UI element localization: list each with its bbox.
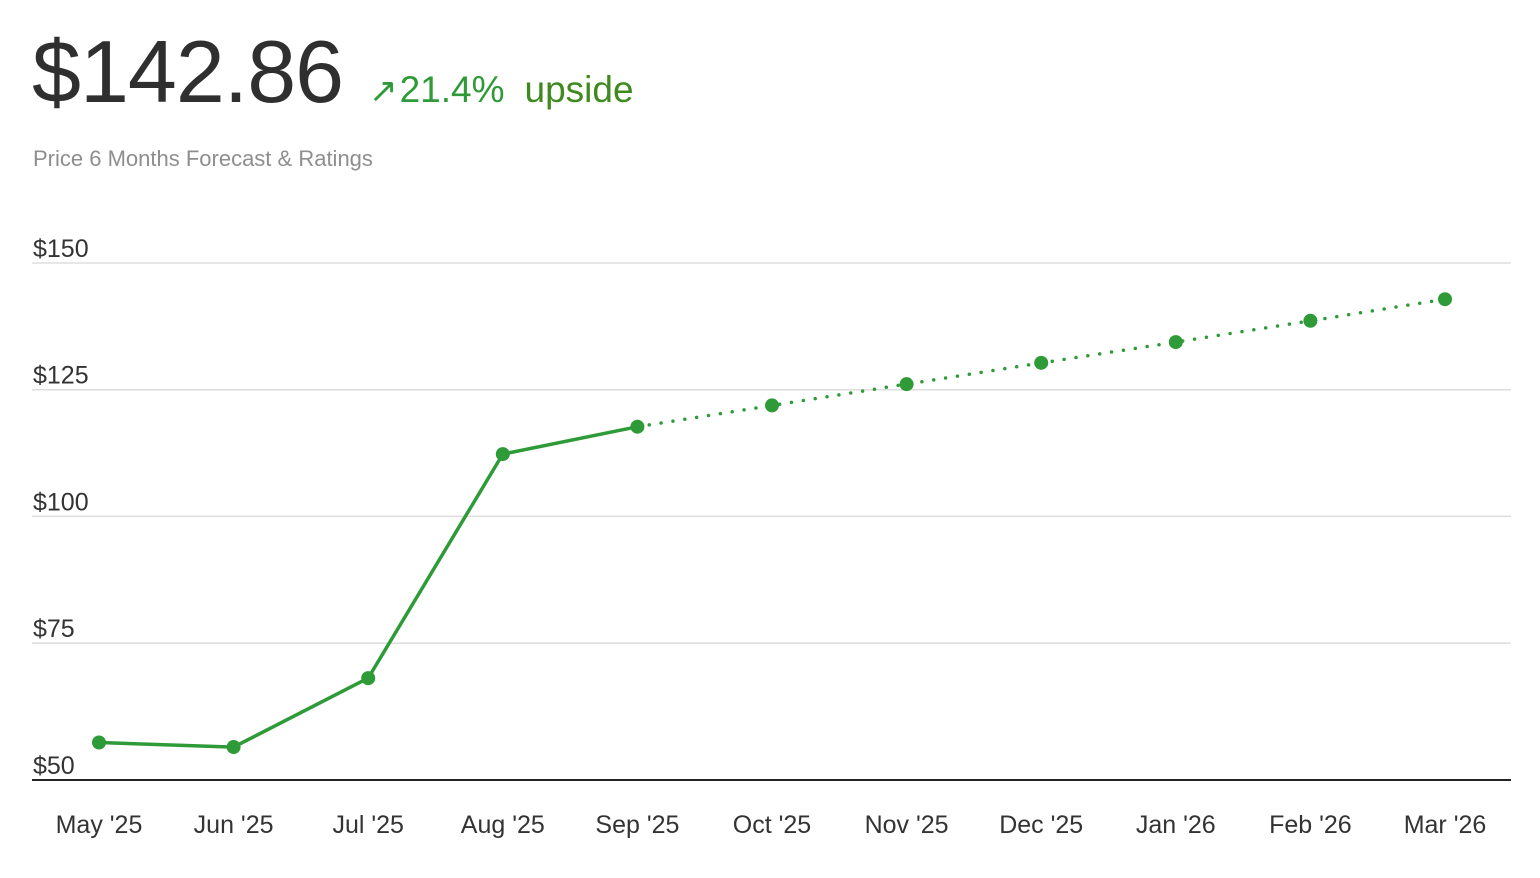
price-point-0 <box>92 735 106 750</box>
x-axis-labels: May '25 Jun '25 Jul '25 Aug '25 Sep '25 Oct '… <box>56 811 1487 839</box>
current-price-target: $142.86 <box>32 22 344 121</box>
grid-lines <box>32 262 1511 781</box>
price-point-4 <box>630 419 645 434</box>
arrow-up-right-icon: ↗ <box>369 72 398 110</box>
series-lines <box>97 297 1447 749</box>
price-point-2 <box>361 671 376 686</box>
x-tick-label: May '25 <box>56 811 143 839</box>
x-tick-label: Nov '25 <box>865 811 949 839</box>
forecast-point-7 <box>1034 355 1049 370</box>
x-tick-label: Aug '25 <box>461 811 545 839</box>
forecast-point-6 <box>899 377 914 392</box>
change-percent: 21.4% <box>399 69 505 110</box>
forecast-point-10 <box>1438 292 1452 307</box>
price-point-3 <box>495 447 510 462</box>
price-header: $142.86 ↗ 21.4% upside <box>32 28 634 116</box>
x-tick-label: Jun '25 <box>194 811 274 839</box>
forecast-point-5 <box>765 398 779 413</box>
x-tick-label: Dec '25 <box>999 811 1083 839</box>
y-tick-label: $100 <box>33 488 89 516</box>
chart-subtitle: Price 6 Months Forecast & Ratings <box>33 146 373 171</box>
price-point-1 <box>226 740 241 755</box>
y-tick-label: $125 <box>33 362 89 390</box>
x-tick-label: Mar '26 <box>1404 811 1487 839</box>
change-direction: upside <box>524 69 634 110</box>
y-tick-label: $75 <box>33 615 75 643</box>
upside-change: ↗ 21.4% upside <box>369 69 633 111</box>
historical-price-line <box>97 424 640 749</box>
x-tick-label: Sep '25 <box>595 811 679 839</box>
forecast-point-9 <box>1303 313 1318 328</box>
x-tick-label: Jan '26 <box>1136 811 1216 839</box>
x-tick-label: Oct '25 <box>733 811 811 839</box>
y-axis-labels: $50 $75 $100 $125 $150 <box>33 235 89 780</box>
y-tick-label: $150 <box>33 235 89 263</box>
forecast-point-8 <box>1168 335 1183 350</box>
x-tick-label: Jul '25 <box>332 811 403 839</box>
series-points <box>92 292 1452 755</box>
y-tick-label: $50 <box>33 752 75 780</box>
x-tick-label: Feb '26 <box>1269 811 1352 839</box>
